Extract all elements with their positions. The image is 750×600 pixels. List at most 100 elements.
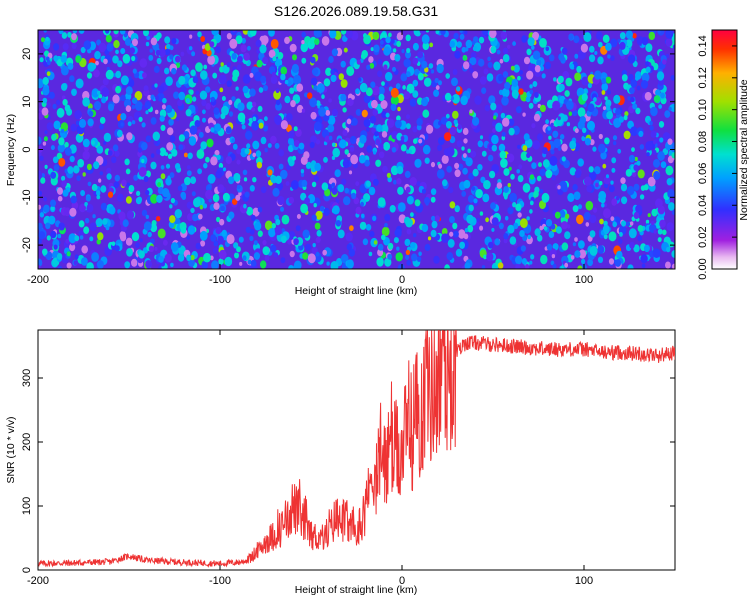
snr-y-axis: 0 100 200 300 (21, 369, 675, 573)
heatmap-cell (395, 83, 401, 90)
heatmap-cell (396, 166, 404, 175)
heatmap-cell (221, 229, 227, 237)
heatmap-cell (187, 213, 194, 222)
heatmap-cell (449, 216, 455, 224)
heatmap-cell (78, 230, 85, 238)
heatmap-cell (377, 58, 383, 65)
heatmap-cell (289, 250, 295, 258)
heatmap-cell (532, 50, 541, 60)
heatmap-cell (502, 47, 509, 55)
colorbar-tick-label: 0.14 (697, 35, 709, 56)
heatmap-cell (301, 179, 308, 187)
heatmap-cell (159, 115, 165, 122)
heatmap-cell (285, 113, 293, 122)
heatmap-cell (305, 243, 312, 251)
heatmap-cell (75, 55, 82, 63)
heatmap-cell (390, 87, 399, 98)
heatmap-cell (235, 194, 241, 201)
heatmap-cell (587, 258, 593, 267)
heatmap-cell (351, 95, 355, 100)
heatmap-cell (222, 167, 227, 172)
heatmap-cell (323, 207, 330, 216)
heatmap-cell (362, 238, 369, 246)
heatmap-cell (200, 70, 208, 80)
heatmap-cell (46, 59, 51, 66)
heatmap-cell (212, 72, 218, 79)
heatmap-cell (43, 196, 47, 202)
heatmap-cell (658, 104, 662, 109)
heatmap-cell (340, 60, 346, 68)
heatmap-cell (194, 120, 201, 128)
heatmap-cell (202, 109, 206, 115)
heatmap-cell (301, 31, 307, 38)
heatmap-cell (581, 93, 588, 101)
heatmap-cell (615, 195, 620, 201)
heatmap-cell (529, 200, 534, 206)
heatmap-cell (522, 183, 531, 193)
heatmap-cell (635, 107, 641, 115)
heatmap-cell (42, 77, 49, 85)
heatmap-cell (347, 97, 354, 107)
heatmap-cell (445, 113, 450, 119)
heatmap-cell (509, 192, 517, 203)
heatmap-cell (311, 246, 318, 255)
heatmap-cell (66, 262, 72, 269)
heatmap-cell (531, 123, 536, 129)
heatmap-cell (643, 184, 649, 191)
heatmap-cell (619, 41, 626, 50)
heatmap-cell (598, 133, 603, 140)
heatmap-cell (625, 30, 633, 39)
heatmap-cell (634, 156, 638, 162)
heatmap-cell (485, 217, 489, 223)
heatmap-cell (160, 124, 166, 131)
heatmap-cell (240, 44, 247, 53)
heatmap-cell (596, 31, 603, 40)
heatmap-cell (507, 206, 514, 215)
heatmap-cell (604, 137, 610, 145)
heatmap-cell (400, 135, 405, 141)
heatmap-cell (52, 156, 59, 164)
heatmap-cell (355, 108, 362, 116)
heatmap-cell (281, 214, 290, 225)
heatmap-cell (300, 42, 309, 53)
heatmap-cell (534, 92, 539, 98)
heatmap-cell (636, 160, 641, 166)
heatmap-cell (255, 150, 262, 158)
colorbar-tick-label: 0.12 (697, 67, 709, 88)
heatmap-cell (83, 226, 90, 234)
heatmap-cell (611, 167, 616, 173)
heatmap-cell (237, 112, 246, 123)
heatmap-cell (331, 108, 338, 117)
heatmap-cell (456, 140, 463, 148)
heatmap-cell (484, 104, 490, 112)
heatmap-cell (406, 259, 412, 266)
heatmap-cell (134, 91, 143, 101)
heatmap-cell (637, 169, 645, 179)
heatmap-cell (236, 64, 242, 71)
heatmap-cell (424, 197, 430, 205)
heatmap-cell (500, 158, 508, 168)
heatmap-cell (219, 218, 225, 226)
heatmap-cell (191, 51, 196, 57)
heatmap-cell (156, 194, 163, 203)
heatmap-cell (496, 182, 503, 189)
heatmap-cell (125, 196, 132, 204)
heatmap-cell (159, 147, 167, 157)
heatmap-cell (253, 240, 258, 246)
heatmap-cell (483, 68, 489, 75)
heatmap-cell (249, 228, 255, 235)
heatmap-cell (106, 66, 110, 71)
heatmap-cell (518, 88, 524, 95)
heatmap-cell (587, 103, 595, 113)
heatmap-cell (577, 158, 584, 167)
heatmap-cell (236, 246, 241, 253)
heatmap-cell (457, 124, 462, 130)
heatmap-cell (275, 218, 281, 226)
heatmap-cell (461, 146, 465, 151)
heatmap-cell (567, 193, 575, 202)
heatmap-cell (43, 136, 48, 142)
heatmap-cell (99, 116, 106, 124)
heatmap-cell (665, 165, 674, 176)
heatmap-cell (242, 169, 248, 176)
heatmap-cell (321, 36, 330, 46)
